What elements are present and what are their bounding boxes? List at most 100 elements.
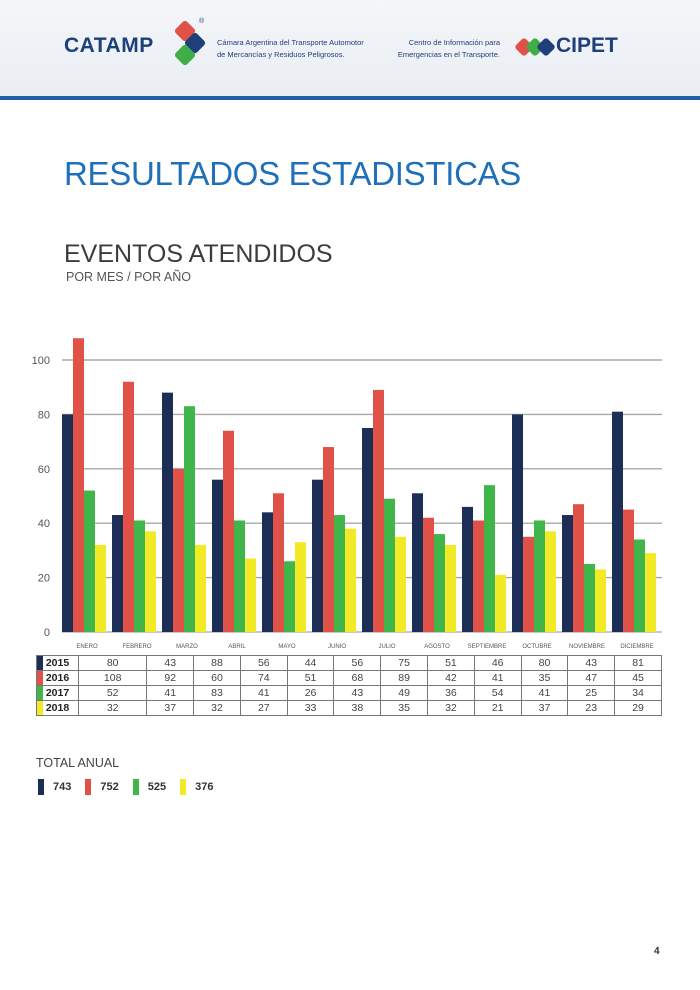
series-color-swatch (37, 686, 43, 700)
bar-2018-diciembre (645, 553, 656, 632)
bar-2015-mayo (262, 512, 273, 632)
data-table: 2015 80 43 88 56 44 56 75 51 46 80 43 81 2016 108 92 60 7… (36, 655, 662, 716)
bar-2018-octubre (545, 531, 556, 632)
total-color-swatch (180, 779, 187, 795)
total-item-2018: 376 (180, 779, 213, 795)
series-color-swatch (37, 671, 43, 685)
table-cell: 41 (520, 685, 569, 701)
bar-2015-octubre (512, 414, 523, 632)
bar-2017-septiembre (484, 485, 495, 632)
table-cell: 60 (193, 670, 241, 686)
table-cell: 89 (380, 670, 429, 686)
table-cell: 88 (193, 655, 241, 671)
bar-2015-junio (312, 479, 323, 632)
table-cell: 52 (77, 685, 148, 701)
table-cell: 46 (473, 655, 522, 671)
bar-2016-enero (73, 338, 84, 632)
bar-2015-noviembre (562, 515, 573, 632)
y-tick-label-0: 0 (44, 627, 50, 639)
bar-2016-julio (373, 389, 384, 632)
table-row: 2015 80 43 88 56 44 56 75 51 46 80 43 81 (36, 655, 662, 671)
bar-2016-octubre (523, 536, 534, 632)
table-cell: 41 (239, 685, 288, 701)
y-tick-label-100: 100 (32, 355, 50, 367)
table-cell: 108 (77, 670, 148, 686)
chart-title: EVENTOS ATENDIDOS (64, 240, 333, 268)
bar-2015-abril (212, 479, 223, 632)
bar-2016-febrero (123, 381, 134, 632)
total-value: 376 (195, 781, 214, 793)
table-cell: 38 (333, 700, 382, 716)
bar-2016-mayo (273, 493, 284, 632)
table-cell: 26 (286, 685, 335, 701)
table-cell: 56 (333, 655, 382, 671)
table-cell: 34 (614, 685, 662, 701)
catamp-diamonds-icon: ® (163, 18, 207, 74)
bar-2016-marzo (173, 468, 184, 632)
bar-2018-noviembre (595, 569, 606, 632)
table-cell: 43 (333, 685, 382, 701)
table-cell: 54 (473, 685, 522, 701)
x-tick-label-junio: JUNIO (328, 644, 346, 650)
table-cell: 51 (427, 655, 475, 671)
bar-2017-mayo (284, 561, 295, 632)
y-tick-label-60: 60 (38, 464, 50, 476)
series-name: 2018 (45, 702, 70, 714)
bar-2015-julio (362, 428, 373, 632)
series-name: 2017 (45, 687, 70, 699)
x-tick-label-agosto: AGOSTO (424, 644, 450, 650)
total-item-2017: 525 (132, 779, 166, 795)
table-cell: 23 (567, 700, 616, 716)
bar-2015-agosto (412, 493, 423, 632)
bar-2018-mayo (295, 542, 306, 632)
bar-2018-marzo (195, 544, 206, 632)
y-tick-label-40: 40 (38, 518, 50, 530)
table-row: 2018 32 37 32 27 33 38 35 32 21 37 23 29 (36, 700, 662, 716)
table-cell: 32 (193, 700, 241, 716)
catamp-org-name: Cámara Argentina del Transporte Automoto… (217, 37, 364, 61)
bar-2015-diciembre (612, 411, 623, 632)
total-color-swatch (85, 779, 92, 795)
table-cell: 49 (380, 685, 429, 701)
catamp-org-line2: de Mercancías y Residuos Peligrosos. (217, 50, 345, 59)
bar-2017-enero (84, 490, 95, 632)
bar-2016-agosto (423, 517, 434, 632)
total-color-swatch (132, 779, 139, 795)
cipet-org-line2: Emergencias en el Transporte. (397, 50, 500, 59)
table-cell: 41 (473, 670, 522, 686)
series-color-swatch (37, 656, 43, 670)
bar-2018-julio (395, 536, 406, 632)
bar-2017-diciembre (634, 539, 645, 632)
bar-2015-enero (62, 414, 73, 632)
table-cell: 37 (520, 700, 569, 716)
bar-2018-junio (345, 528, 356, 632)
table-cell: 56 (239, 655, 288, 671)
total-color-swatch (38, 779, 44, 795)
bar-2018-febrero (145, 531, 156, 632)
chart-subtitle: POR MES / POR AÑO (66, 270, 192, 284)
series-name: 2016 (45, 672, 70, 684)
page-header: CATAMP ® Cámara Argentina del Transporte… (0, 0, 700, 100)
bar-2017-junio (334, 515, 345, 632)
x-tick-label-julio: JULIO (378, 644, 395, 650)
bar-2017-marzo (184, 406, 195, 632)
bar-2016-junio (323, 447, 334, 632)
catamp-org-line1: Cámara Argentina del Transporte Automoto… (217, 38, 364, 47)
table-cell: 32 (77, 700, 148, 716)
page-number: 4 (654, 946, 660, 957)
table-cell: 83 (193, 685, 241, 701)
table-cell: 35 (520, 670, 569, 686)
x-tick-label-abril: ABRIL (228, 644, 246, 650)
total-value: 752 (100, 781, 119, 793)
table-cell: 41 (146, 685, 195, 701)
total-item-2016: 752 (85, 779, 119, 795)
bar-2017-abril (234, 520, 245, 632)
table-cell: 33 (286, 700, 335, 716)
bar-2016-diciembre (623, 509, 634, 632)
bar-2015-marzo (162, 392, 173, 632)
x-tick-label-marzo: MARZO (176, 644, 198, 650)
bar-2016-noviembre (573, 504, 584, 632)
table-cell: 80 (520, 655, 569, 671)
annual-totals: 743 752 525 376 (38, 779, 227, 795)
bar-2016-abril (223, 430, 234, 632)
